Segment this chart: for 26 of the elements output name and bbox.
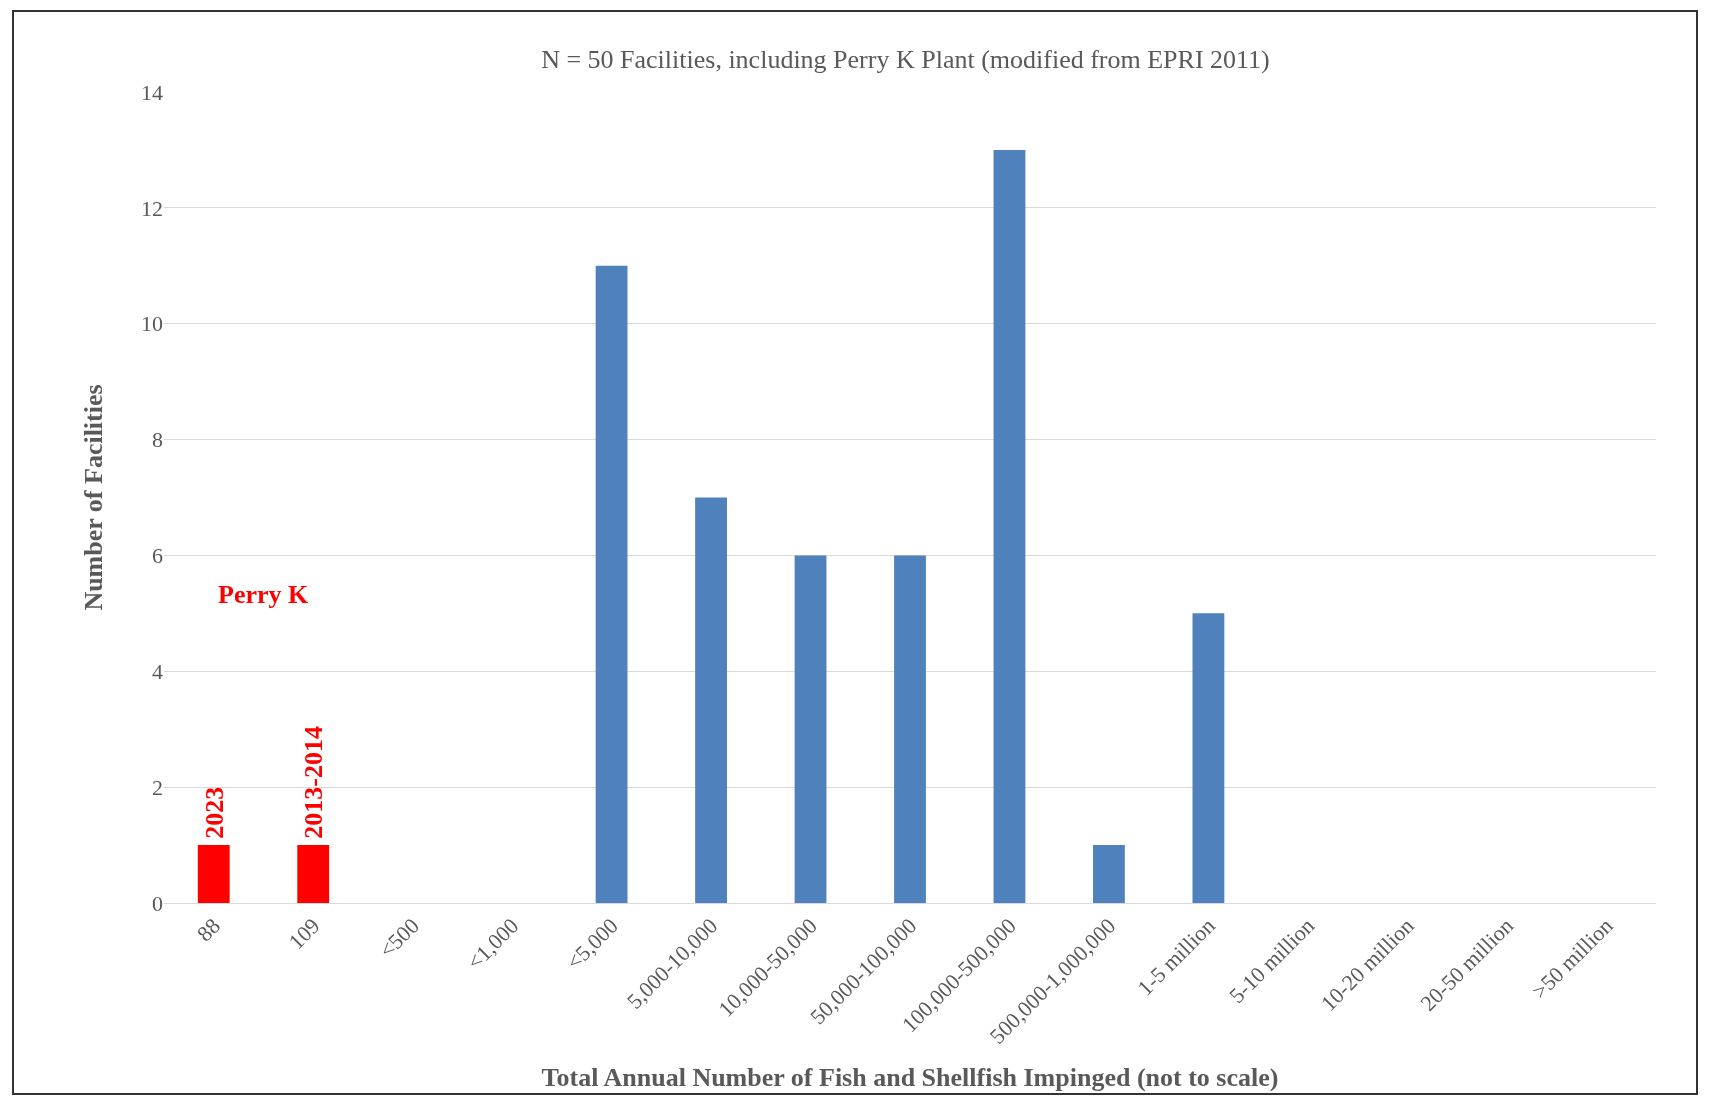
annotation: 2013-2014: [298, 726, 328, 839]
bar: [894, 555, 926, 903]
y-tick-label: 8: [152, 427, 163, 453]
y-tick-label: 12: [141, 195, 163, 221]
y-tick-label: 10: [141, 311, 163, 337]
annotation: 2023: [199, 786, 229, 839]
x-axis-title: Total Annual Number of Fish and Shellfish Impinged (not to scale): [541, 1063, 1279, 1093]
y-tick-label: 2: [152, 774, 163, 800]
annotation: Perry K: [218, 580, 309, 609]
y-tick-label: 14: [141, 79, 163, 105]
x-tick-label: 109: [283, 913, 325, 955]
bar: [197, 845, 230, 903]
y-tick-label: 6: [152, 543, 163, 569]
chart-title: N = 50 Facilities, including Perry K Plant (modified from EPRI 2011): [541, 45, 1270, 75]
y-tick-label: 0: [152, 890, 163, 916]
bar: [297, 845, 330, 903]
x-tick-label: <500: [374, 913, 424, 963]
y-axis-title: Number of Facilities: [79, 384, 109, 611]
bar: [794, 555, 827, 903]
y-tick-label: 4: [152, 658, 163, 684]
bar: [1093, 845, 1125, 903]
bar: [1192, 613, 1225, 903]
bar: [695, 497, 727, 903]
bar: [595, 265, 628, 903]
x-tick-label: 88: [191, 913, 226, 947]
bar: [993, 149, 1026, 903]
